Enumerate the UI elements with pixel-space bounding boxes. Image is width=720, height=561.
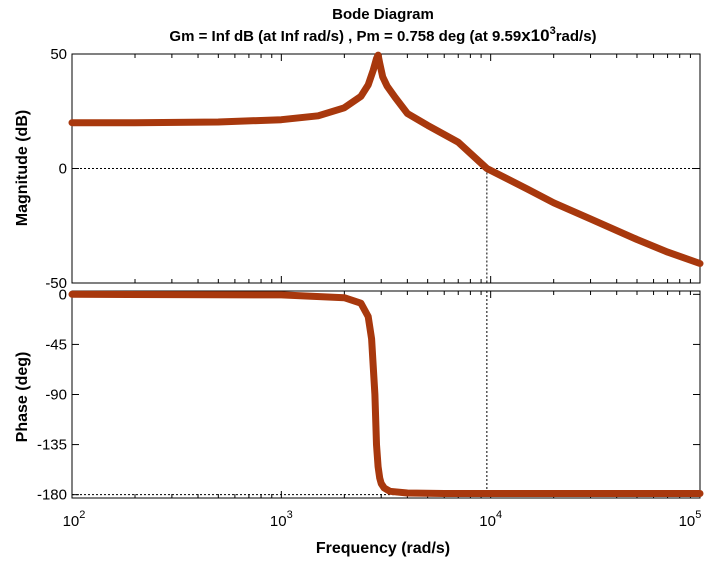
x-tick-base: 10: [479, 513, 496, 530]
magnitude-axis-label: Magnitude (dB): [14, 110, 31, 226]
x-tick-exp: 3: [287, 509, 293, 521]
phase-axis-label: Phase (deg): [14, 352, 31, 443]
x-tick-label: 103: [270, 509, 293, 530]
chart-subtitle: Gm = Inf dB (at Inf rad/s) , Pm = 0.758 …: [169, 25, 596, 45]
chart-title: Bode Diagram: [332, 6, 434, 23]
subtitle-prefix: Gm = Inf dB (at Inf rad/s) , Pm = 0.758 …: [169, 28, 521, 45]
x-tick-exp: 2: [79, 509, 85, 521]
x-axis-label: Frequency (rad/s): [316, 540, 450, 557]
phase-curve: [68, 290, 704, 497]
phase-panel: 0 -45 -90 -135 -180: [37, 286, 704, 504]
subtitle-mult: x10: [521, 26, 549, 45]
y-tick-label: -180: [37, 487, 67, 504]
magnitude-panel: 50 0 -50: [45, 46, 704, 292]
subtitle-suffix: rad/s): [556, 28, 597, 45]
x-tick-labels: 102 103 104 105: [63, 509, 702, 530]
phase-plot-area: [71, 290, 701, 499]
x-tick-exp: 5: [695, 509, 701, 521]
y-tick-label: -90: [45, 387, 67, 404]
x-tick-base: 10: [679, 513, 696, 530]
x-tick-base: 10: [270, 513, 287, 530]
y-tick-label: -45: [45, 336, 67, 353]
y-tick-label: 0: [59, 161, 67, 178]
x-tick-exp: 4: [496, 509, 502, 521]
x-tick-label: 105: [679, 509, 702, 530]
subtitle-exp: 3: [550, 25, 556, 37]
magnitude-curve: [68, 51, 704, 267]
y-tick-label: 50: [50, 46, 67, 63]
x-tick-label: 102: [63, 509, 86, 530]
y-tick-label: -50: [45, 275, 67, 292]
y-tick-label: -135: [37, 437, 67, 454]
y-tick-label: 0: [59, 286, 67, 303]
x-tick-label: 104: [479, 509, 502, 530]
x-tick-base: 10: [63, 513, 80, 530]
